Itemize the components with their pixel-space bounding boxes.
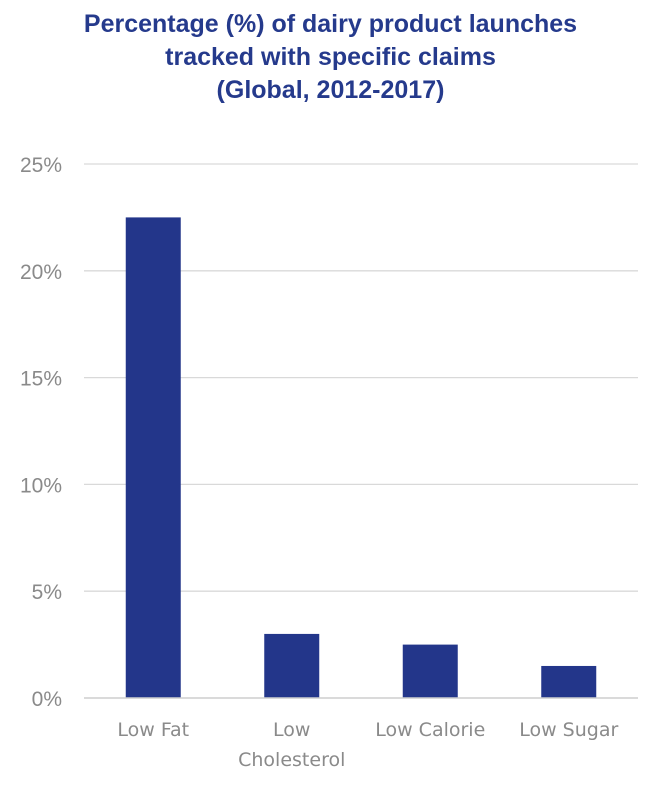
bar	[402, 644, 458, 698]
y-tick-label: 5%	[32, 581, 62, 604]
chart-title-line-1: Percentage (%) of dairy product launches	[83, 10, 578, 38]
chart-title-line-3: (Global, 2012-2017)	[216, 76, 445, 104]
x-tick-label: Low Cholesterol	[238, 719, 345, 771]
y-tick-label: 10%	[20, 474, 62, 497]
y-tick-label: 0%	[32, 688, 62, 711]
y-tick-label: 15%	[20, 368, 62, 391]
chart-title: Percentage (%) of dairy product launches…	[0, 8, 661, 107]
bar	[125, 217, 181, 698]
y-tick-label: 20%	[20, 261, 62, 284]
x-tick-label: Low Calorie	[375, 719, 485, 741]
y-tick-label: 25%	[20, 154, 62, 177]
bar	[264, 633, 320, 698]
x-tick-label: Low Fat	[117, 719, 189, 741]
x-tick-label: Low Sugar	[519, 719, 618, 741]
bar	[541, 665, 597, 698]
chart-title-line-2: tracked with specific claims	[165, 43, 496, 71]
